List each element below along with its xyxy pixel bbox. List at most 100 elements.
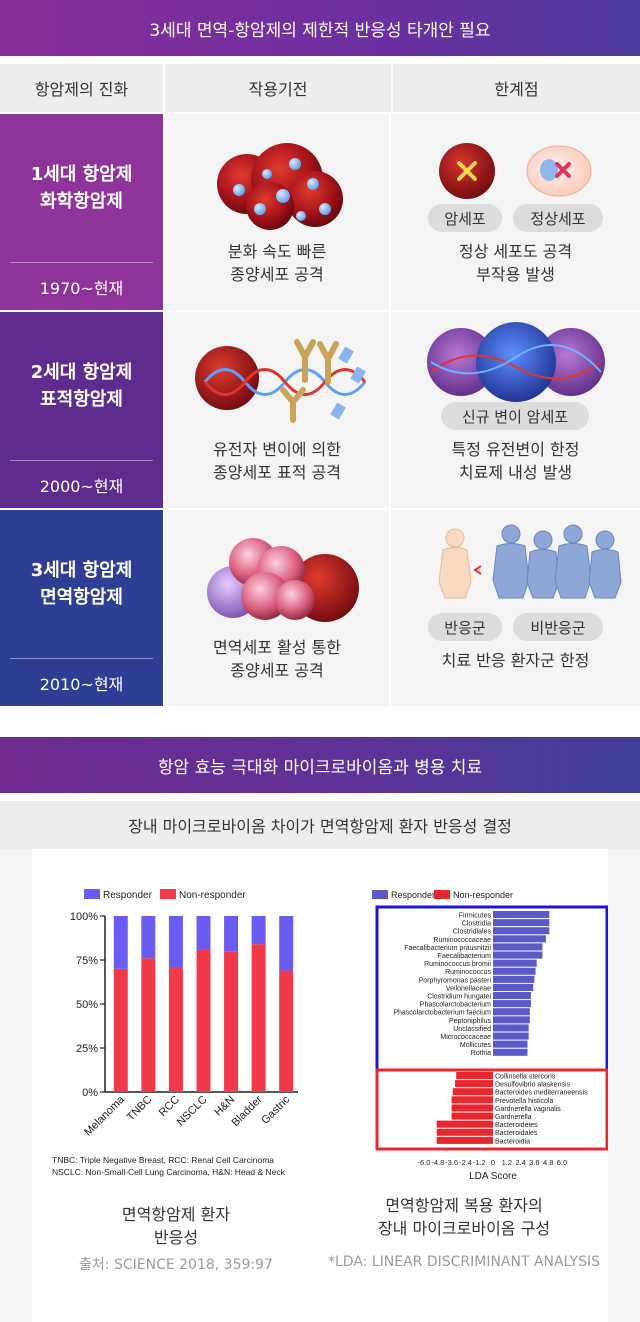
gen3-mechanism-cell: 면역세포 활성 통한 종양세포 공격 <box>165 510 389 706</box>
taxon-label: Clostridium hungatei <box>427 994 491 1001</box>
legend-non-responder-label: Non-responder <box>179 890 246 901</box>
mutant-cells-illustration <box>427 322 605 402</box>
gen3-label-cell: 3세대 항암제 면역항암제 2010~현재 <box>0 510 163 706</box>
bar-responder <box>493 919 550 927</box>
dna-antibody-illustration <box>195 339 367 423</box>
x-tick-label: 3.6 <box>529 1158 539 1167</box>
taxon-label: Bacteroidia <box>495 1138 530 1145</box>
pill-normal-cell: 정상세포 <box>513 204 603 232</box>
x-tick-label: 0 <box>491 1158 495 1167</box>
taxon-label: Bacteroidales <box>495 1130 538 1137</box>
pill-cancer-cell: 암세포 <box>428 204 502 232</box>
gen2-limitation-text: 특정 유전변이 한정 치료제 내성 발생 <box>451 440 580 482</box>
bar-responder <box>493 992 531 1000</box>
bar-non-responder <box>451 1112 493 1120</box>
legend-responder-label: Responder <box>391 890 435 900</box>
bar-responder <box>493 1024 529 1032</box>
taxon-label: Faecalibacterium prausnitzii <box>404 945 491 952</box>
table-row-gen2: 2세대 항암제 표적항암제 2000~현재 유전자 변이에 의한 종양세포 표적… <box>0 312 640 508</box>
taxon-label: Ruminococcaceae <box>433 937 491 944</box>
x-tick-label: NSCLC <box>175 1094 210 1129</box>
bar-responder <box>493 959 537 967</box>
cell-attack-illustration <box>439 143 592 199</box>
taxon-label: Bacteroides mediterraneensis <box>495 1090 588 1097</box>
legend-non-responder-swatch <box>160 889 176 899</box>
x-tick-label: 6.0 <box>557 1158 567 1167</box>
bar-responder <box>493 1032 529 1040</box>
non-responder-figures-icon <box>492 524 622 599</box>
taxon-label: Rothia <box>471 1050 491 1057</box>
bar-responder <box>168 916 183 968</box>
x-tick-label: H&N <box>212 1094 237 1119</box>
gen2-mechanism-cell: 유전자 변이에 의한 종양세포 표적 공격 <box>165 312 389 508</box>
y-tick-label: 100% <box>70 911 98 923</box>
x-axis-label: LDA Score <box>469 1171 517 1182</box>
bar-responder <box>493 911 550 919</box>
x-tick-label: 2.4 <box>515 1158 525 1167</box>
gen3-mechanism-text: 면역세포 활성 통한 종양세포 공격 <box>213 638 341 680</box>
bar-responder <box>493 943 543 951</box>
header-limitation: 한계점 <box>494 80 539 99</box>
arrow-left-icon <box>473 565 482 575</box>
pill-responder: 반응군 <box>428 613 502 641</box>
gen1-divider <box>10 262 153 263</box>
gen1-year: 1970~현재 <box>39 278 124 298</box>
taxon-label: Gardnerella vaginalis <box>495 1106 561 1113</box>
gen1-mechanism-cell: 분화 속도 빠른 종양세포 공격 <box>165 114 389 310</box>
chart-note: TNBC: Triple Negative Breast, RCC: Renal… <box>52 1155 274 1165</box>
bar-non-responder <box>451 1104 493 1112</box>
bar-responder <box>224 916 239 952</box>
bar-non-responder <box>168 967 183 1092</box>
legend-responder-label: Responder <box>103 890 153 901</box>
taxon-label: Unclassified <box>453 1026 491 1033</box>
bar-responder <box>493 1000 531 1008</box>
bar-non-responder <box>436 1128 493 1136</box>
x-tick-label: Gastric <box>259 1093 292 1126</box>
gen1-mechanism-text: 분화 속도 빠른 종양세포 공격 <box>227 242 327 284</box>
x-tick-label: Melanoma <box>82 1093 127 1138</box>
microbiome-banner-title: 항암 효능 극대화 마이크로바이옴과 병용 치료 <box>157 757 483 778</box>
bar-non-responder <box>451 1096 493 1104</box>
pill-new-mutant-cell: 신규 변이 암세포 <box>441 402 589 430</box>
legend-responder-swatch <box>372 890 388 899</box>
x-tick-label: 4.8 <box>543 1158 553 1167</box>
x-tick-label: -4.8 <box>431 1158 444 1167</box>
taxon-label: Peptoniphilus <box>449 1018 492 1025</box>
bar-responder <box>113 916 128 969</box>
bar-responder <box>493 927 550 935</box>
x-tick-label: -2.4 <box>459 1158 472 1167</box>
source-right: *LDA: LINEAR DISCRIMINANT ANALYSIS <box>327 1254 600 1270</box>
table-row-gen1: 1세대 항암제 화학항암제 1970~현재 분화 속도 빠른 종양세포 공격 <box>0 114 640 310</box>
legend-non-responder-swatch <box>434 890 450 899</box>
bar-responder <box>493 1016 530 1024</box>
bar-responder <box>141 916 156 959</box>
bar-responder <box>493 1048 528 1056</box>
y-tick-label: 0% <box>82 1087 98 1099</box>
gen2-limitation-cell: 신규 변이 암세포 특정 유전변이 한정 치료제 내성 발생 <box>391 312 640 508</box>
pill-non-responder: 비반응군 <box>513 613 603 641</box>
taxon-label: Gardnerella <box>495 1114 532 1121</box>
lda-bar-chart: Responder Non-responderFirmicutesClostrid… <box>372 890 608 1182</box>
chart-note: NSCLC: Non-Small-Cell Lung Carcinoma, H&… <box>52 1167 286 1177</box>
taxon-label: Desulfovibrio alaskensis <box>495 1082 571 1089</box>
charts-inner: Responder Non-responder 0% 25% 50% 75% 100% Mel… <box>32 849 608 1322</box>
bar-non-responder <box>452 1088 493 1096</box>
bar-non-responder <box>455 1080 493 1088</box>
x-tick-label: 1.2 <box>502 1158 512 1167</box>
top-banner: 3세대 면역-항암제의 제한적 반응성 타개안 필요 <box>0 0 640 56</box>
gen2-label-cell: 2세대 항암제 표적항암제 2000~현재 <box>0 312 163 508</box>
microbiome-banner: 항암 효능 극대화 마이크로바이옴과 병용 치료 <box>0 737 640 793</box>
taxon-label: Collinsella stercoris <box>495 1074 556 1081</box>
section-subheader-text: 장내 마이크로바이옴 차이가 면역항암제 환자 반응성 결정 <box>128 817 512 836</box>
legend-responder-swatch <box>84 889 100 899</box>
x-tick-label: Bladder <box>229 1093 265 1129</box>
taxon-label: Faecalibacterium <box>438 953 491 960</box>
x-tick-label: -6.0 <box>418 1158 431 1167</box>
normal-cell-icon <box>526 145 592 197</box>
gen1-label-cell: 1세대 항암제 화학항암제 1970~현재 <box>0 114 163 310</box>
gen2-name: 2세대 항암제 표적항암제 <box>30 362 133 410</box>
non-responder-group-frame <box>375 1068 608 1151</box>
taxon-label: Firmicutes <box>459 913 492 920</box>
table-header: 항암제의 진화 작용기전 한계점 <box>0 64 640 112</box>
bar-responder <box>493 975 535 983</box>
